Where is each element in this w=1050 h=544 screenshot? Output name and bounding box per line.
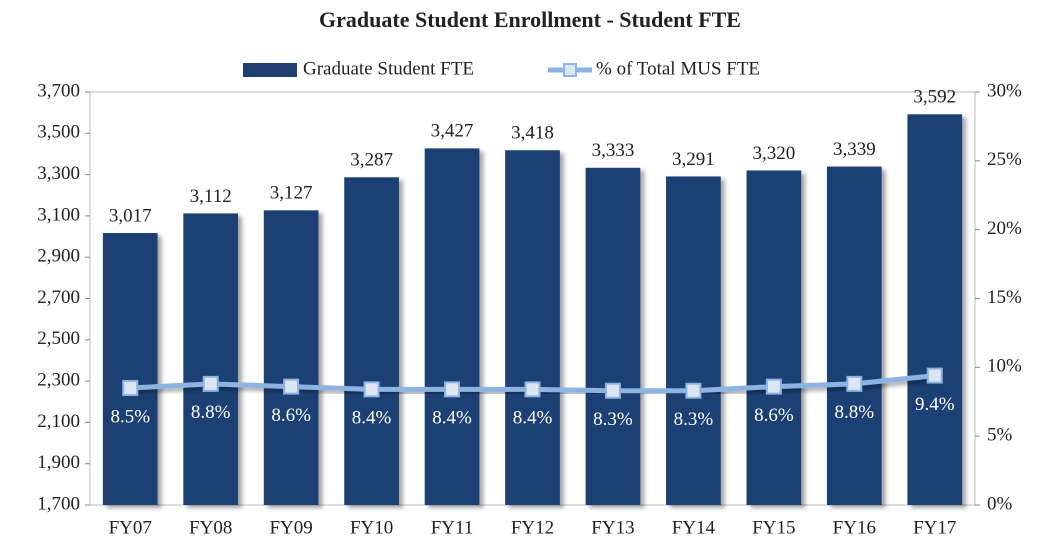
- bar: [102, 233, 158, 506]
- bar: [585, 167, 641, 505]
- y2-tick-label: 10%: [987, 356, 1022, 377]
- x-tick-label: FY16: [833, 517, 876, 538]
- y2-tick-label: 0%: [987, 493, 1013, 514]
- chart-title: Graduate Student Enrollment - Student FT…: [319, 7, 741, 32]
- y2-tick-label: 30%: [987, 80, 1022, 101]
- y-tick-label: 2,700: [37, 287, 80, 308]
- line-value-label: 8.4%: [352, 408, 392, 429]
- legend-label: Graduate Student FTE: [303, 58, 474, 79]
- y2-tick-label: 15%: [987, 287, 1022, 308]
- line-value-label: 8.6%: [754, 405, 794, 426]
- bar: [344, 177, 399, 506]
- bar-value-label: 3,592: [913, 87, 956, 108]
- line-value-label: 8.4%: [513, 408, 553, 429]
- bar-value-label: 3,333: [592, 140, 635, 161]
- bar: [907, 114, 963, 505]
- x-tick-label: FY08: [189, 517, 232, 538]
- bar-value-label: 3,287: [350, 150, 393, 171]
- bar: [746, 170, 802, 505]
- line-marker: [444, 381, 461, 398]
- line-marker: [122, 379, 139, 396]
- legend-swatch: [243, 63, 297, 77]
- line-marker: [926, 367, 943, 384]
- x-tick-label: FY15: [752, 517, 795, 538]
- y-tick-label: 1,900: [37, 452, 80, 473]
- line-marker: [685, 382, 702, 399]
- bar-value-label: 3,112: [190, 186, 232, 207]
- line-marker: [283, 378, 300, 395]
- y-tick-label: 3,300: [37, 163, 80, 184]
- line-value-label: 8.3%: [674, 409, 714, 430]
- line-value-label: 8.6%: [271, 405, 311, 426]
- legend-swatch: [563, 63, 577, 77]
- bar-value-label: 3,320: [752, 143, 795, 164]
- line-marker: [765, 378, 782, 395]
- bar-value-label: 3,291: [672, 149, 715, 170]
- bar: [666, 176, 721, 505]
- x-tick-label: FY14: [672, 517, 716, 538]
- y-tick-label: 1,700: [37, 493, 80, 514]
- bar-value-label: 3,339: [833, 139, 876, 160]
- x-tick-label: FY09: [269, 517, 312, 538]
- y-tick-label: 2,100: [37, 411, 80, 432]
- y-tick-label: 2,500: [37, 328, 80, 349]
- y-tick-label: 3,100: [37, 204, 80, 225]
- bar: [424, 148, 480, 505]
- x-tick-label: FY12: [511, 517, 554, 538]
- y-tick-label: 2,900: [37, 246, 80, 267]
- line-marker: [604, 382, 621, 399]
- y-tick-label: 3,500: [37, 122, 80, 143]
- bar-value-label: 3,427: [431, 121, 474, 142]
- bar-value-label: 3,017: [109, 205, 152, 226]
- x-tick-label: FY10: [350, 517, 393, 538]
- line-value-label: 8.5%: [110, 406, 150, 427]
- bar: [263, 210, 319, 505]
- line-value-label: 8.8%: [835, 402, 875, 423]
- bar-value-label: 3,418: [511, 123, 554, 144]
- x-tick-label: FY17: [913, 517, 956, 538]
- y-tick-label: 3,700: [37, 80, 80, 101]
- x-tick-label: FY11: [431, 517, 474, 538]
- x-tick-label: FY07: [109, 517, 152, 538]
- line-marker: [524, 381, 541, 398]
- bar: [505, 150, 560, 505]
- line-marker: [846, 375, 863, 392]
- bar: [826, 166, 882, 505]
- line-value-label: 8.4%: [432, 408, 472, 429]
- bar: [183, 213, 239, 505]
- line-marker: [202, 375, 219, 392]
- line-value-label: 8.3%: [593, 409, 633, 430]
- line-value-label: 8.8%: [191, 402, 231, 423]
- y-tick-label: 2,300: [37, 369, 80, 390]
- y2-tick-label: 5%: [987, 425, 1013, 446]
- x-tick-label: FY13: [591, 517, 634, 538]
- legend-label: % of Total MUS FTE: [596, 58, 760, 79]
- y2-tick-label: 20%: [987, 218, 1022, 239]
- bar-value-label: 3,127: [270, 183, 313, 204]
- line-value-label: 9.4%: [915, 394, 955, 415]
- y2-tick-label: 25%: [987, 149, 1022, 170]
- line-marker: [363, 381, 380, 398]
